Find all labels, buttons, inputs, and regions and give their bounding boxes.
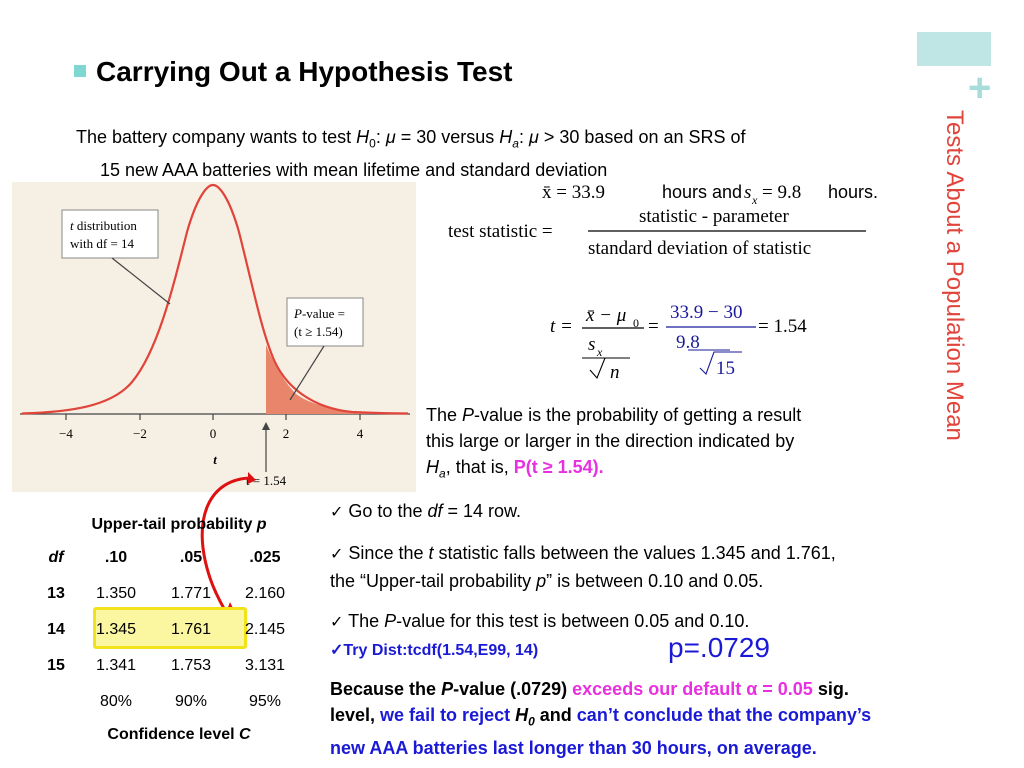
side-title-text: Tests About a Population Mean [941, 110, 968, 441]
frac1-num: x̄ − μ [585, 305, 626, 326]
stat-denominator: standard deviation of statistic [588, 238, 811, 259]
tick-marks [65, 414, 361, 420]
table-row: 13 1.350 1.771 2.160 [47, 585, 286, 602]
sx-symbol: s [744, 182, 751, 203]
try-calculator-line: ✓Try Dist:tcdf(1.54,E99, 14) [330, 642, 539, 659]
tick-label: 0 [210, 426, 217, 441]
sx-subscript: x [751, 193, 758, 207]
shaded-tail [266, 345, 380, 414]
formula-area: x̄ = 33.9 hours and s x = 9.8 hours. tes… [430, 180, 900, 410]
t-table-grid: df .10 .05 .025 13 1.350 1.771 2.160 14 1.34… [34, 540, 302, 720]
check-icon: ✓ [330, 504, 344, 521]
p-value-expression: P(t ≥ 1.54). [513, 457, 604, 477]
marker-arrowhead [262, 422, 270, 430]
table-title: Upper-tail probability p [91, 516, 267, 533]
frac1-den-s: s [588, 334, 595, 355]
plus-icon: + [968, 66, 992, 110]
test-stat-label: test statistic = [448, 221, 553, 242]
t-dist-label-1: t distribution [70, 218, 137, 233]
frac2-den2: 15 [716, 358, 735, 379]
t-dist-label-2: with df = 14 [70, 236, 135, 251]
t-equals: t = [550, 316, 573, 337]
tick-label: −4 [59, 426, 73, 441]
intro-paragraph: The battery company wants to test H0: μ … [76, 124, 926, 183]
row-highlight [93, 607, 247, 649]
slide-heading: Carrying Out a Hypothesis Test [74, 56, 512, 88]
heading-text: Carrying Out a Hypothesis Test [96, 56, 513, 87]
t-distribution-graph: −4 −2 0 2 4 t t = 1.54 t distribution wi… [12, 182, 416, 492]
intro-line-2: 15 new AAA batteries with mean lifetime … [100, 159, 608, 180]
p-value-callout [286, 297, 364, 347]
t-distribution-svg: −4 −2 0 2 4 t t = 1.54 t distribution wi… [20, 183, 410, 488]
t-dist-callout [61, 209, 159, 259]
t-table: Upper-tail probability p df .10 .05 .025… [34, 516, 324, 744]
p-label-2: (t ≥ 1.54) [294, 324, 343, 339]
tick-label: −2 [133, 426, 147, 441]
equals: = [648, 316, 659, 337]
steps-list: ✓ Go to the df = 14 row. ✓ Since the t s… [330, 498, 1010, 650]
step-1: ✓ Go to the df = 14 row. [330, 501, 522, 521]
table-header: df .10 .05 .025 [48, 549, 281, 566]
check-icon: ✓ [330, 546, 344, 563]
p-label-1: P-value = [293, 306, 345, 321]
frac2-num: 33.9 − 30 [670, 302, 742, 323]
tick-label: 4 [357, 426, 364, 441]
p-value-explanation: The P-value is the probability of gettin… [426, 405, 802, 481]
intro-line-1: The battery company wants to test H0: μ … [76, 127, 746, 151]
xbar-value: x̄ = 33.9 [542, 182, 605, 203]
frac1-num-sub: 0 [633, 316, 639, 330]
hours-and: hours and [662, 182, 742, 202]
table-row: 80% 90% 95% [99, 693, 282, 710]
side-title: Tests About a Population Mean [930, 110, 970, 510]
hours-label: hours. [828, 182, 878, 202]
step-2: ✓ Since the t statistic falls between th… [330, 543, 836, 591]
density-curve [21, 183, 409, 415]
axis-label: t [213, 452, 217, 467]
check-icon: ✓ [330, 614, 344, 631]
table-row: 14 1.345 1.761 2.145 [47, 621, 286, 638]
formula-svg: x̄ = 33.9 hours and s x = 9.8 hours. tes… [448, 182, 878, 383]
tick-label: 2 [283, 426, 290, 441]
table-row: 15 1.341 1.753 3.131 [47, 657, 286, 674]
stat-numerator: statistic - parameter [639, 206, 789, 227]
frac2-den: 9.8 [676, 332, 700, 353]
decorative-box [917, 32, 991, 66]
frac1-den-sub: x [596, 345, 603, 359]
callout-arrow [111, 257, 171, 305]
frac1-den-n: n [610, 362, 620, 383]
bullet-icon [74, 65, 86, 77]
callout-arrow [289, 345, 325, 401]
sx-value: = 9.8 [762, 182, 801, 203]
conclusion: Because the P-value (.0729) exceeds our … [330, 679, 872, 758]
p-value-result: p=.0729 [668, 632, 770, 663]
marker-label: t = 1.54 [246, 473, 287, 488]
result: = 1.54 [758, 316, 807, 337]
confidence-level-label: Confidence level C [107, 726, 251, 743]
step-3: ✓ The P-value for this test is between 0… [330, 611, 750, 631]
